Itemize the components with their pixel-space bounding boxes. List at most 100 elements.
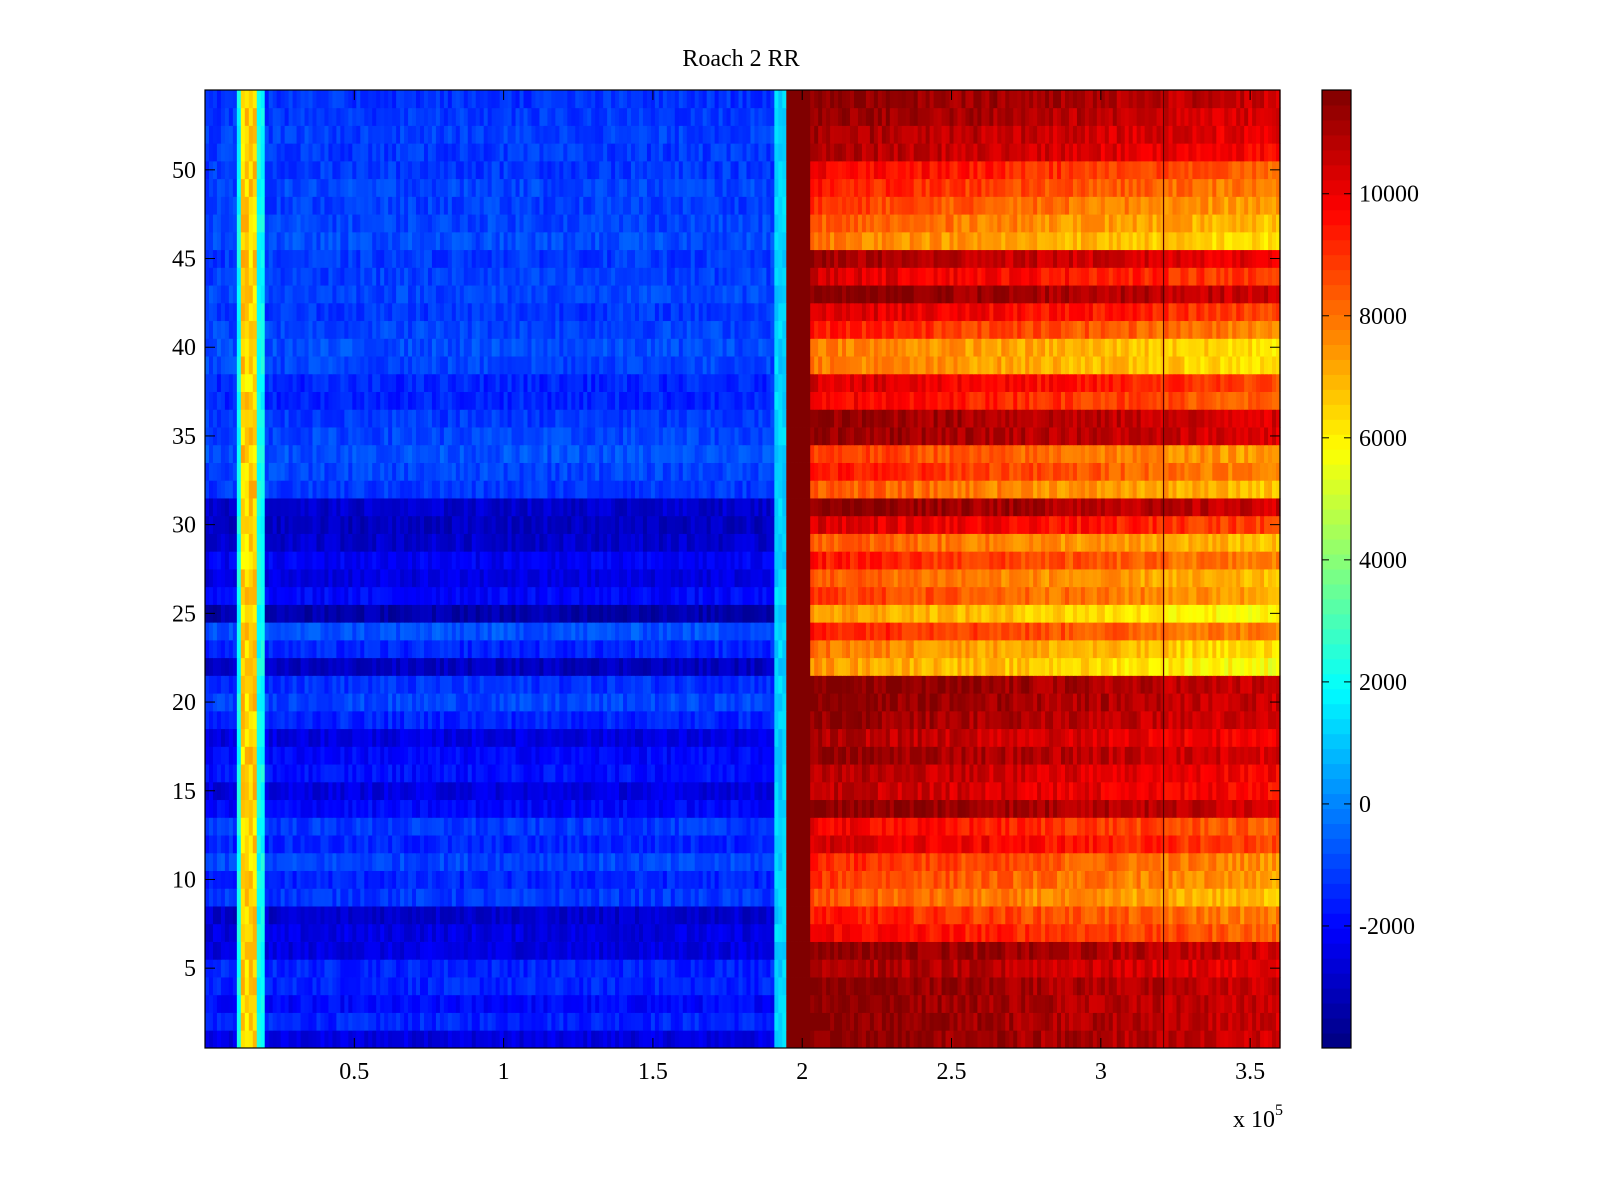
heatmap-cell	[591, 1012, 596, 1031]
heatmap-cell	[368, 781, 373, 801]
heatmap-cell	[885, 906, 891, 925]
heatmap-cell	[857, 1012, 863, 1031]
heatmap-cell	[905, 746, 911, 765]
heatmap-cell	[571, 728, 576, 747]
heatmap-cell	[774, 1012, 779, 1031]
heatmap-cell	[1021, 923, 1026, 942]
heatmap-cell	[877, 959, 883, 978]
heatmap-cell	[292, 817, 298, 836]
heatmap-cell	[973, 870, 979, 889]
heatmap-cell	[567, 923, 572, 942]
heatmap-cell	[1228, 941, 1233, 960]
heatmap-cell	[738, 959, 744, 978]
heatmap-cell	[208, 764, 214, 783]
heatmap-cell	[531, 941, 537, 960]
heatmap-cell	[662, 710, 668, 730]
heatmap-cell	[830, 781, 835, 801]
heatmap-cell	[384, 923, 389, 942]
heatmap-cell	[1168, 746, 1174, 765]
heatmap-cell	[1272, 852, 1277, 871]
heatmap-cell	[1176, 888, 1182, 907]
heatmap-cell	[332, 959, 337, 978]
heatmap-cell	[738, 835, 744, 854]
heatmap-cell	[587, 1012, 592, 1031]
heatmap-cell	[320, 799, 326, 818]
heatmap-cell	[404, 941, 409, 960]
heatmap-cell	[256, 781, 262, 801]
heatmap-cell	[1088, 764, 1094, 783]
heatmap-cell	[638, 1012, 644, 1031]
heatmap-cell	[714, 923, 720, 942]
heatmap-cell	[957, 906, 963, 925]
heatmap-cell	[710, 1012, 716, 1031]
heatmap-cell	[431, 835, 437, 854]
heatmap-cell	[340, 746, 345, 765]
heatmap-cell	[336, 959, 341, 978]
heatmap-cell	[1212, 835, 1217, 854]
heatmap-cell	[1013, 781, 1018, 801]
heatmap-cell	[778, 817, 783, 836]
heatmap-cell	[738, 870, 744, 889]
heatmap-cell	[714, 781, 720, 801]
heatmap-cell	[296, 764, 302, 783]
heatmap-cell	[559, 852, 564, 871]
heatmap-cell	[1268, 923, 1273, 942]
heatmap-cell	[1136, 1012, 1142, 1031]
heatmap-cell	[260, 781, 266, 801]
heatmap-cell	[838, 835, 843, 854]
heatmap-cell	[611, 710, 616, 730]
heatmap-cell	[1084, 799, 1090, 818]
heatmap-cell	[316, 710, 322, 730]
heatmap-cell	[467, 959, 473, 978]
heatmap-cell	[420, 941, 425, 960]
heatmap-cell	[587, 835, 592, 854]
heatmap-cell	[344, 870, 349, 889]
heatmap-cell	[288, 941, 294, 960]
heatmap-cell	[519, 746, 525, 765]
heatmap-cell	[491, 746, 497, 765]
heatmap-cell	[949, 799, 955, 818]
heatmap-cell	[483, 1030, 489, 1049]
heatmap-cell	[961, 977, 967, 996]
heatmap-cell	[392, 906, 397, 925]
heatmap-cell	[1096, 1030, 1102, 1049]
heatmap-cell	[380, 746, 385, 765]
heatmap-cell	[205, 764, 210, 783]
heatmap-cell	[1192, 1012, 1197, 1031]
heatmap-cell	[260, 870, 266, 889]
heatmap-cell	[555, 764, 560, 783]
heatmap-cell	[714, 799, 720, 818]
heatmap-cell	[563, 799, 568, 818]
heatmap-cell	[567, 710, 572, 730]
heatmap-cell	[1136, 746, 1142, 765]
heatmap-cell	[1116, 977, 1122, 996]
heatmap-cell	[475, 781, 481, 801]
heatmap-cell	[961, 728, 967, 747]
heatmap-cell	[722, 764, 728, 783]
heatmap-cell	[1005, 888, 1010, 907]
heatmap-cell	[328, 817, 334, 836]
heatmap-cell	[224, 941, 230, 960]
heatmap-cell	[288, 764, 294, 783]
heatmap-cell	[1108, 977, 1114, 996]
heatmap-cell	[348, 799, 353, 818]
heatmap-cell	[567, 764, 572, 783]
heatmap-cell	[1013, 906, 1018, 925]
heatmap-cell	[523, 1012, 529, 1031]
heatmap-cell	[400, 781, 405, 801]
heatmap-cell	[1053, 870, 1058, 889]
heatmap-cell	[1264, 1012, 1269, 1031]
heatmap-cell	[264, 781, 270, 801]
heatmap-cell	[698, 835, 704, 854]
heatmap-cell	[1076, 746, 1082, 765]
heatmap-cell	[1228, 781, 1233, 801]
heatmap-cell	[216, 1030, 222, 1049]
heatmap-cell	[1252, 852, 1257, 871]
heatmap-cell	[368, 1012, 373, 1031]
heatmap-cell	[244, 1012, 250, 1031]
heatmap-cell	[320, 941, 326, 960]
heatmap-cell	[1240, 870, 1245, 889]
heatmap-cell	[1264, 817, 1269, 836]
heatmap-cell	[252, 977, 258, 996]
heatmap-cell	[435, 1030, 441, 1049]
